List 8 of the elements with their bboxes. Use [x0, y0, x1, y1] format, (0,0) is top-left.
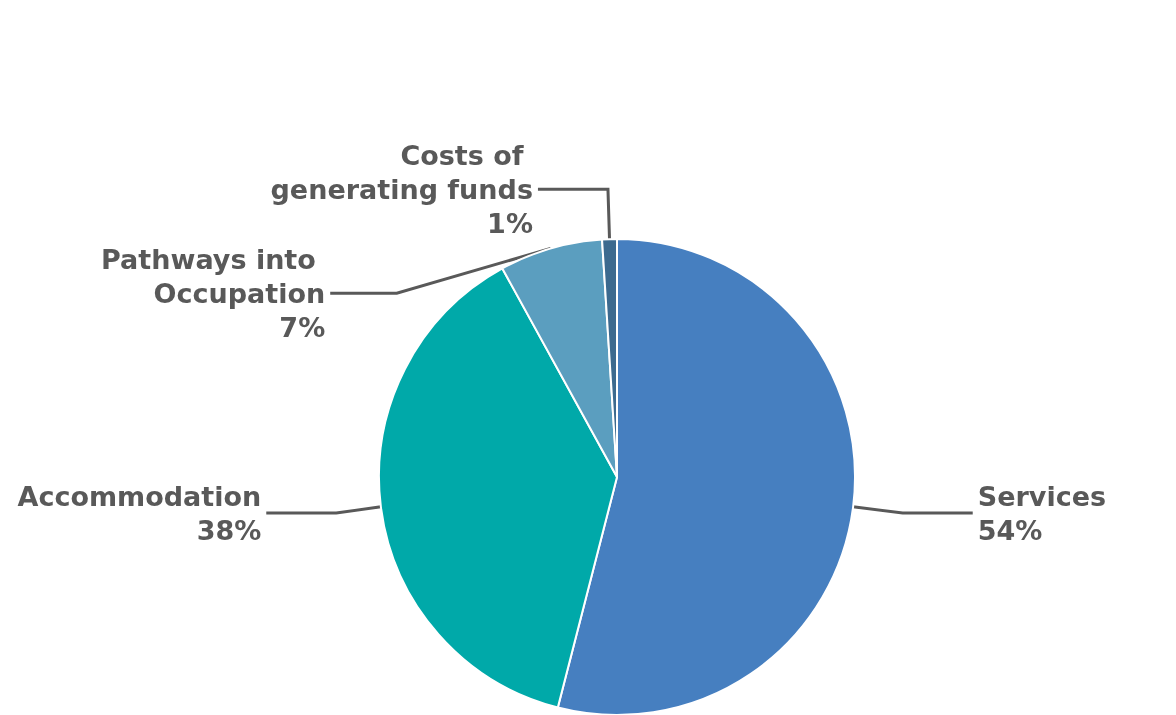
slice-label: Services — [977, 480, 1107, 512]
slice-label: Accommodation — [17, 480, 262, 512]
slice-label: Costs of generating funds — [270, 139, 533, 205]
data-label: 1% — [487, 207, 533, 239]
data-label: 7% — [279, 311, 326, 343]
data-label: 54% — [977, 514, 1043, 546]
slice-label: Pathways into Occupation — [101, 243, 326, 309]
data-label: 38% — [196, 514, 262, 546]
